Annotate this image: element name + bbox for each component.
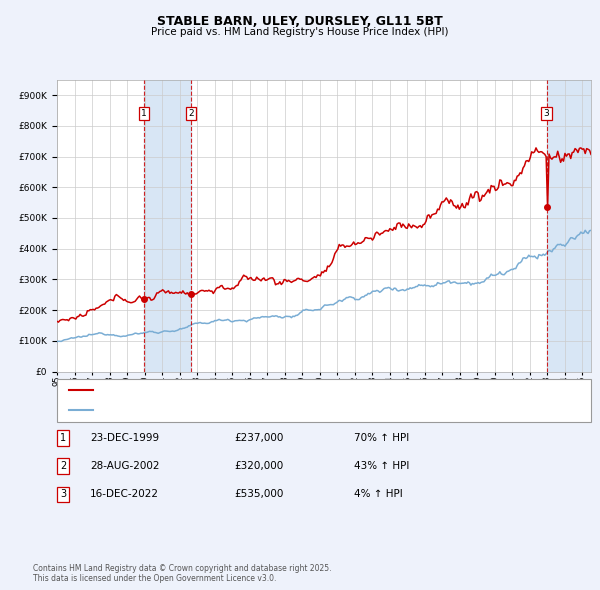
Text: £320,000: £320,000: [234, 461, 283, 471]
Text: 3: 3: [60, 490, 66, 499]
Text: 2: 2: [188, 109, 194, 118]
Text: STABLE BARN, ULEY, DURSLEY, GL11 5BT (detached house): STABLE BARN, ULEY, DURSLEY, GL11 5BT (de…: [96, 386, 379, 395]
Text: Contains HM Land Registry data © Crown copyright and database right 2025.
This d: Contains HM Land Registry data © Crown c…: [33, 563, 331, 583]
Text: 70% ↑ HPI: 70% ↑ HPI: [354, 433, 409, 442]
Bar: [547, 80, 591, 372]
Text: 16-DEC-2022: 16-DEC-2022: [90, 490, 159, 499]
Text: 1: 1: [141, 109, 147, 118]
Text: 3: 3: [544, 109, 550, 118]
Text: 1: 1: [60, 433, 66, 442]
Text: 23-DEC-1999: 23-DEC-1999: [90, 433, 159, 442]
Text: 28-AUG-2002: 28-AUG-2002: [90, 461, 160, 471]
Bar: [144, 80, 191, 372]
Text: 43% ↑ HPI: 43% ↑ HPI: [354, 461, 409, 471]
Text: £535,000: £535,000: [234, 490, 283, 499]
Text: 4% ↑ HPI: 4% ↑ HPI: [354, 490, 403, 499]
Text: HPI: Average price, detached house, Stroud: HPI: Average price, detached house, Stro…: [96, 406, 303, 415]
Text: Price paid vs. HM Land Registry's House Price Index (HPI): Price paid vs. HM Land Registry's House …: [151, 27, 449, 37]
Text: STABLE BARN, ULEY, DURSLEY, GL11 5BT: STABLE BARN, ULEY, DURSLEY, GL11 5BT: [157, 15, 443, 28]
Text: £237,000: £237,000: [234, 433, 283, 442]
Text: 2: 2: [60, 461, 66, 471]
